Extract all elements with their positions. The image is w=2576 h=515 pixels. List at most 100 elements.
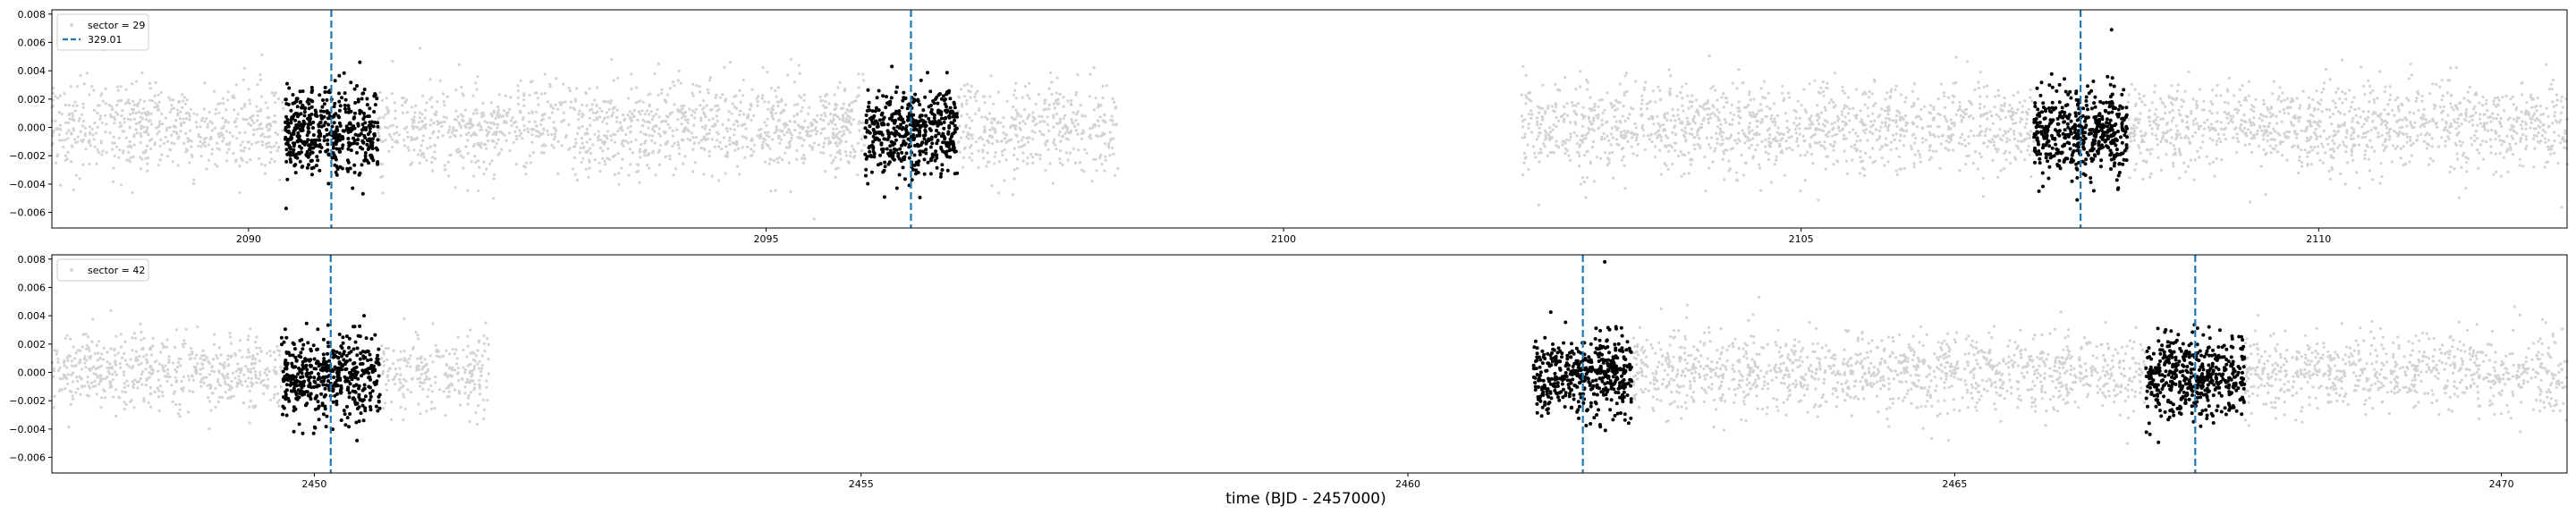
out-of-transit-point [2198,88,2202,91]
out-of-transit-point [1699,122,1703,126]
out-of-transit-point [2373,149,2377,153]
out-of-transit-point [2396,107,2401,111]
out-of-transit-point [2300,160,2304,165]
out-of-transit-point [968,116,971,120]
out-of-transit-point [1625,89,1629,93]
out-of-transit-point [2398,118,2402,122]
out-of-transit-point [2017,139,2021,143]
out-of-transit-point [1931,117,1935,121]
out-of-transit-point [1806,150,1809,154]
out-of-transit-point [728,143,732,147]
out-of-transit-point [135,131,139,135]
out-of-transit-point [990,122,994,125]
out-of-transit-point [467,122,471,125]
out-of-transit-point [1900,127,1903,131]
out-of-transit-point [1806,127,1810,131]
out-of-transit-point [548,82,552,86]
out-of-transit-point [1555,125,1558,129]
out-of-transit-point [236,112,240,116]
in-transit-point [365,97,369,101]
out-of-transit-point [131,111,135,114]
out-of-transit-point [78,116,81,120]
out-of-transit-point [759,134,763,138]
out-of-transit-point [2378,70,2382,73]
out-of-transit-point [1935,149,1938,153]
out-of-transit-point [186,139,190,144]
out-of-transit-point [1889,140,1894,144]
out-of-transit-point [157,93,160,97]
out-of-transit-point [2496,113,2500,116]
out-of-transit-point [2127,93,2131,97]
in-transit-point [319,114,323,118]
out-of-transit-point [79,73,82,78]
out-of-transit-point [705,132,708,136]
out-of-transit-point [1950,138,1953,141]
out-of-transit-point [2506,118,2510,122]
out-of-transit-point [2498,122,2502,125]
out-of-transit-point [2242,114,2246,117]
out-of-transit-point [267,122,270,126]
out-of-transit-point [1969,114,1972,117]
out-of-transit-point [2171,109,2174,113]
out-of-transit-point [495,132,498,137]
out-of-transit-point [1640,98,1644,102]
out-of-transit-point [789,139,792,143]
out-of-transit-point [2241,130,2245,133]
out-of-transit-point [2258,116,2261,120]
out-of-transit-point [1887,106,1891,110]
out-of-transit-point [1697,113,1700,116]
out-of-transit-point [2491,112,2495,115]
out-of-transit-point [1586,80,1589,84]
out-of-transit-point [1592,108,1597,112]
out-of-transit-point [573,138,578,141]
out-of-transit-point [1550,150,1554,154]
out-of-transit-point [239,143,242,147]
out-of-transit-point [648,134,651,138]
out-of-transit-point [1996,148,2000,151]
out-of-transit-point [1818,116,1821,120]
out-of-transit-point [529,161,533,165]
in-transit-point [311,126,315,130]
out-of-transit-point [1586,88,1589,91]
out-of-transit-point [593,158,597,162]
out-of-transit-point [448,135,452,139]
out-of-transit-point [2317,107,2320,111]
out-of-transit-point [1522,151,1527,155]
in-transit-point [330,156,335,160]
out-of-transit-point [651,134,655,138]
out-of-transit-point [750,148,753,151]
out-of-transit-point [413,111,417,114]
out-of-transit-point [214,112,217,115]
out-of-transit-point [826,142,831,146]
out-of-transit-point [1659,97,1663,101]
out-of-transit-point [411,106,414,109]
out-of-transit-point [2395,145,2400,148]
out-of-transit-point [2336,123,2341,127]
out-of-transit-point [1961,132,1964,136]
out-of-transit-point [2263,129,2267,132]
out-of-transit-point [1606,164,1609,167]
out-of-transit-point [217,111,221,114]
out-of-transit-point [402,127,406,131]
out-of-transit-point [1867,114,1870,118]
out-of-transit-point [2469,114,2472,118]
out-of-transit-point [2139,151,2142,155]
out-of-transit-point [2282,107,2285,112]
out-of-transit-point [424,108,428,112]
out-of-transit-point [57,139,62,142]
out-of-transit-point [1843,91,1846,95]
out-of-transit-point [780,97,784,101]
out-of-transit-point [2239,128,2242,131]
out-of-transit-point [1683,126,1687,130]
out-of-transit-point [1623,91,1627,95]
out-of-transit-point [475,112,479,115]
out-of-transit-point [275,132,280,137]
out-of-transit-point [2361,131,2365,135]
out-of-transit-point [530,140,534,144]
out-of-transit-point [1859,149,1862,153]
out-of-transit-point [774,189,777,192]
out-of-transit-point [2405,135,2409,139]
out-of-transit-point [496,126,499,130]
out-of-transit-point [2211,139,2215,142]
out-of-transit-point [1984,130,1987,133]
